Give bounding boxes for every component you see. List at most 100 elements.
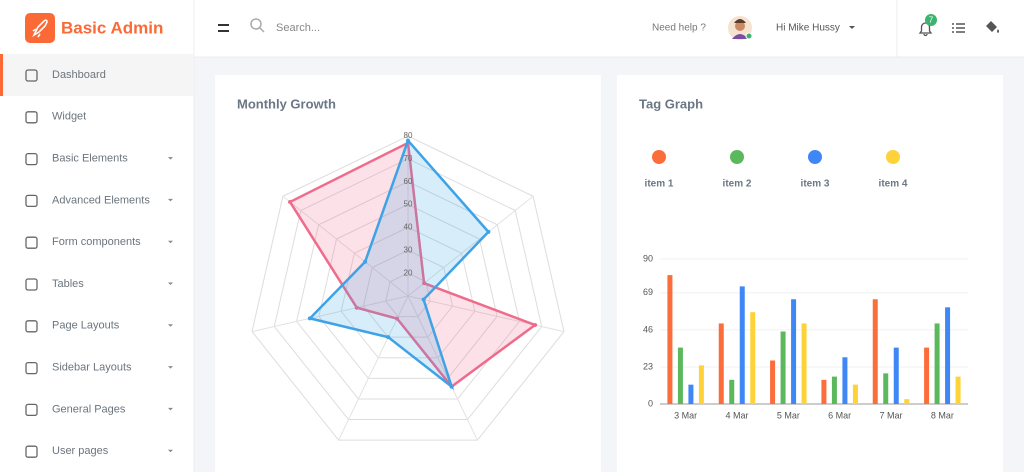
sidebar-icon (25, 152, 38, 166)
avatar-body (732, 34, 748, 39)
sidebar-icon (25, 278, 38, 291)
legend-marker[interactable] (808, 150, 822, 164)
bucket (986, 21, 999, 33)
logo-icon (25, 13, 55, 43)
radar-area (288, 140, 538, 389)
card-title: Tag Graph (639, 96, 703, 111)
bar (904, 399, 910, 404)
y-tick-label: 23 (643, 361, 653, 371)
legend-label[interactable]: item 1 (645, 179, 674, 190)
legend-marker[interactable] (652, 150, 666, 164)
sidebar-item[interactable]: User pages (52, 445, 109, 457)
sidebar-item[interactable]: Dashboard (52, 69, 106, 81)
help-link[interactable]: Need help ? (652, 23, 706, 34)
radar-point (406, 138, 410, 143)
sidebar-item[interactable]: Form components (52, 236, 141, 248)
avatar-hair (734, 19, 746, 23)
card (617, 75, 1003, 472)
bar (677, 347, 683, 404)
radar-point (354, 305, 359, 310)
user-menu[interactable]: Hi Mike Hussy (776, 23, 840, 34)
sidebar-item[interactable]: Advanced Elements (52, 194, 150, 206)
grid-ring (318, 204, 498, 379)
bar (729, 379, 735, 404)
legend-label[interactable]: item 2 (723, 179, 752, 190)
r-tick-label: 50 (404, 200, 413, 209)
avatar-face (735, 21, 745, 31)
radar-area (307, 138, 491, 391)
radar-point (422, 281, 427, 286)
bar (852, 384, 858, 404)
x-tick-label: 7 Mar (879, 410, 902, 420)
r-tick-label: 80 (404, 131, 413, 140)
theme-icon[interactable] (986, 21, 999, 33)
logo[interactable]: Basic Admin (25, 13, 163, 43)
bar (831, 376, 837, 404)
caret (168, 366, 173, 369)
bar (739, 286, 745, 404)
caret (168, 324, 173, 327)
y-tick-label: 90 (643, 253, 653, 263)
avatar[interactable] (728, 16, 753, 40)
grid-ring (251, 135, 565, 441)
radar-point (395, 316, 400, 321)
list-icon[interactable] (952, 23, 965, 33)
sidebar-item[interactable]: Page Layouts (52, 320, 120, 332)
status-dot (745, 32, 753, 40)
radar-point (533, 322, 538, 327)
sidebar-icon (25, 111, 38, 124)
grid-ring (362, 249, 454, 338)
radar-point (307, 316, 312, 321)
notifications[interactable]: 7 (918, 14, 937, 37)
brand: Basic Admin (61, 18, 163, 37)
bar (883, 373, 889, 404)
r-tick-label: 20 (404, 268, 413, 277)
r-tick-label: 30 (404, 245, 413, 254)
radar-point (421, 297, 426, 302)
radar-axis (407, 195, 534, 297)
bar (893, 347, 899, 404)
caret (168, 282, 173, 285)
bar (791, 299, 797, 404)
x-tick-label: 3 Mar (674, 410, 697, 420)
sidebar-item[interactable]: Widget (52, 111, 86, 123)
sidebar-item[interactable]: Tables (52, 278, 84, 290)
sidebar-icon (25, 320, 38, 333)
bar (750, 312, 756, 404)
radar-point (288, 199, 293, 204)
radar-axis (407, 295, 565, 333)
legend-marker[interactable] (730, 150, 744, 164)
radar-axis (407, 295, 478, 441)
menu-toggle[interactable] (218, 24, 229, 32)
bar (801, 323, 807, 404)
bar (821, 379, 827, 404)
caret (849, 26, 855, 29)
y-tick-label: 0 (648, 398, 653, 408)
legend-label[interactable]: item 3 (801, 179, 830, 190)
x-tick-label: 8 Mar (931, 410, 954, 420)
legend-marker[interactable] (886, 150, 900, 164)
search-input[interactable]: Search... (276, 22, 320, 34)
sidebar-icon (25, 403, 38, 417)
active-indicator (0, 54, 3, 96)
radar-point (449, 384, 454, 389)
x-tick-label: 6 Mar (828, 410, 851, 420)
caret (168, 198, 173, 202)
bar (667, 275, 673, 404)
active-item-bg (0, 54, 194, 96)
r-tick-label: 40 (404, 223, 413, 232)
grid-ring (340, 226, 476, 359)
bar (872, 299, 878, 404)
sidebar-item[interactable]: Basic Elements (52, 153, 128, 165)
x-tick-label: 4 Mar (725, 410, 748, 420)
sidebar-item[interactable]: Sidebar Layouts (52, 362, 132, 374)
sidebar-icon (25, 236, 38, 249)
bar (780, 331, 786, 404)
search-icon (250, 18, 262, 30)
bar (924, 347, 930, 404)
radar-point (486, 229, 491, 234)
legend-label[interactable]: item 4 (879, 179, 908, 190)
sidebar-item[interactable]: General Pages (52, 403, 126, 415)
